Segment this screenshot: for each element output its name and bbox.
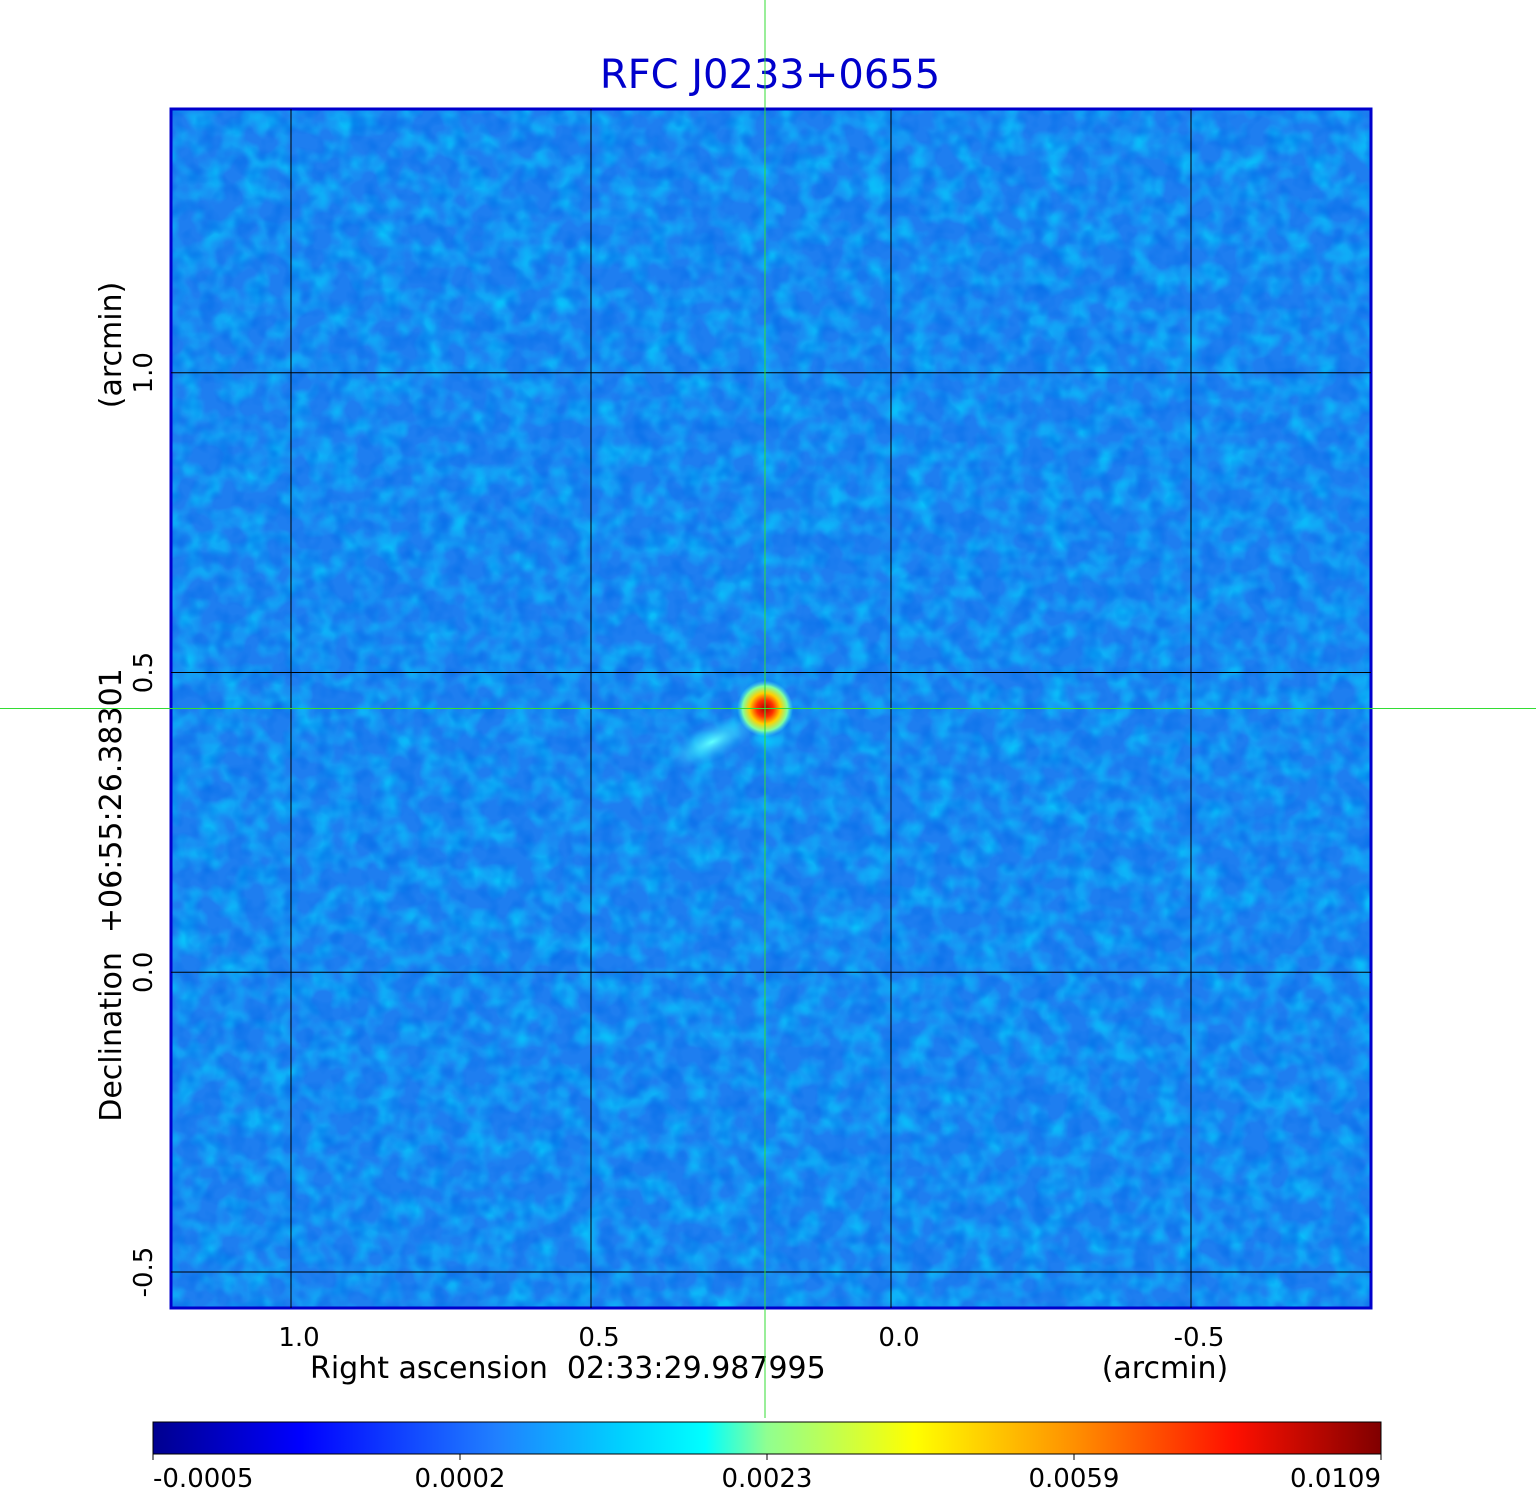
x-tick-label: -0.5 (1174, 1323, 1225, 1353)
x-tick-label: 0.0 (878, 1323, 919, 1353)
chart-title: RFC J0233+0655 (600, 52, 940, 98)
y-tick-label: 0.0 (129, 952, 159, 993)
colorbar-tick-label: 0.0059 (1029, 1464, 1120, 1494)
colorbar-tick-label: 0.0002 (415, 1464, 506, 1494)
y-axis-label: Declination +06:55:26.38301 (94, 668, 129, 1122)
x-axis-label: Right ascension 02:33:29.987995 (310, 1351, 826, 1386)
x-tick-label: 0.5 (578, 1323, 619, 1353)
y-axis-unit: (arcmin) (94, 282, 129, 409)
x-axis-unit: (arcmin) (1102, 1351, 1229, 1386)
colorbar-tick-label: 0.0109 (1290, 1464, 1381, 1494)
colorbar-tick-label: -0.0005 (153, 1464, 253, 1494)
y-tick-label: 1.0 (129, 352, 159, 393)
source-streak (666, 715, 758, 769)
x-tick-label: 1.0 (278, 1323, 319, 1353)
colorbar-tick-label: 0.0023 (722, 1464, 813, 1494)
y-tick-label: 0.5 (129, 652, 159, 693)
y-tick-label: -0.5 (129, 1247, 159, 1298)
colorbar (152, 1421, 1382, 1455)
